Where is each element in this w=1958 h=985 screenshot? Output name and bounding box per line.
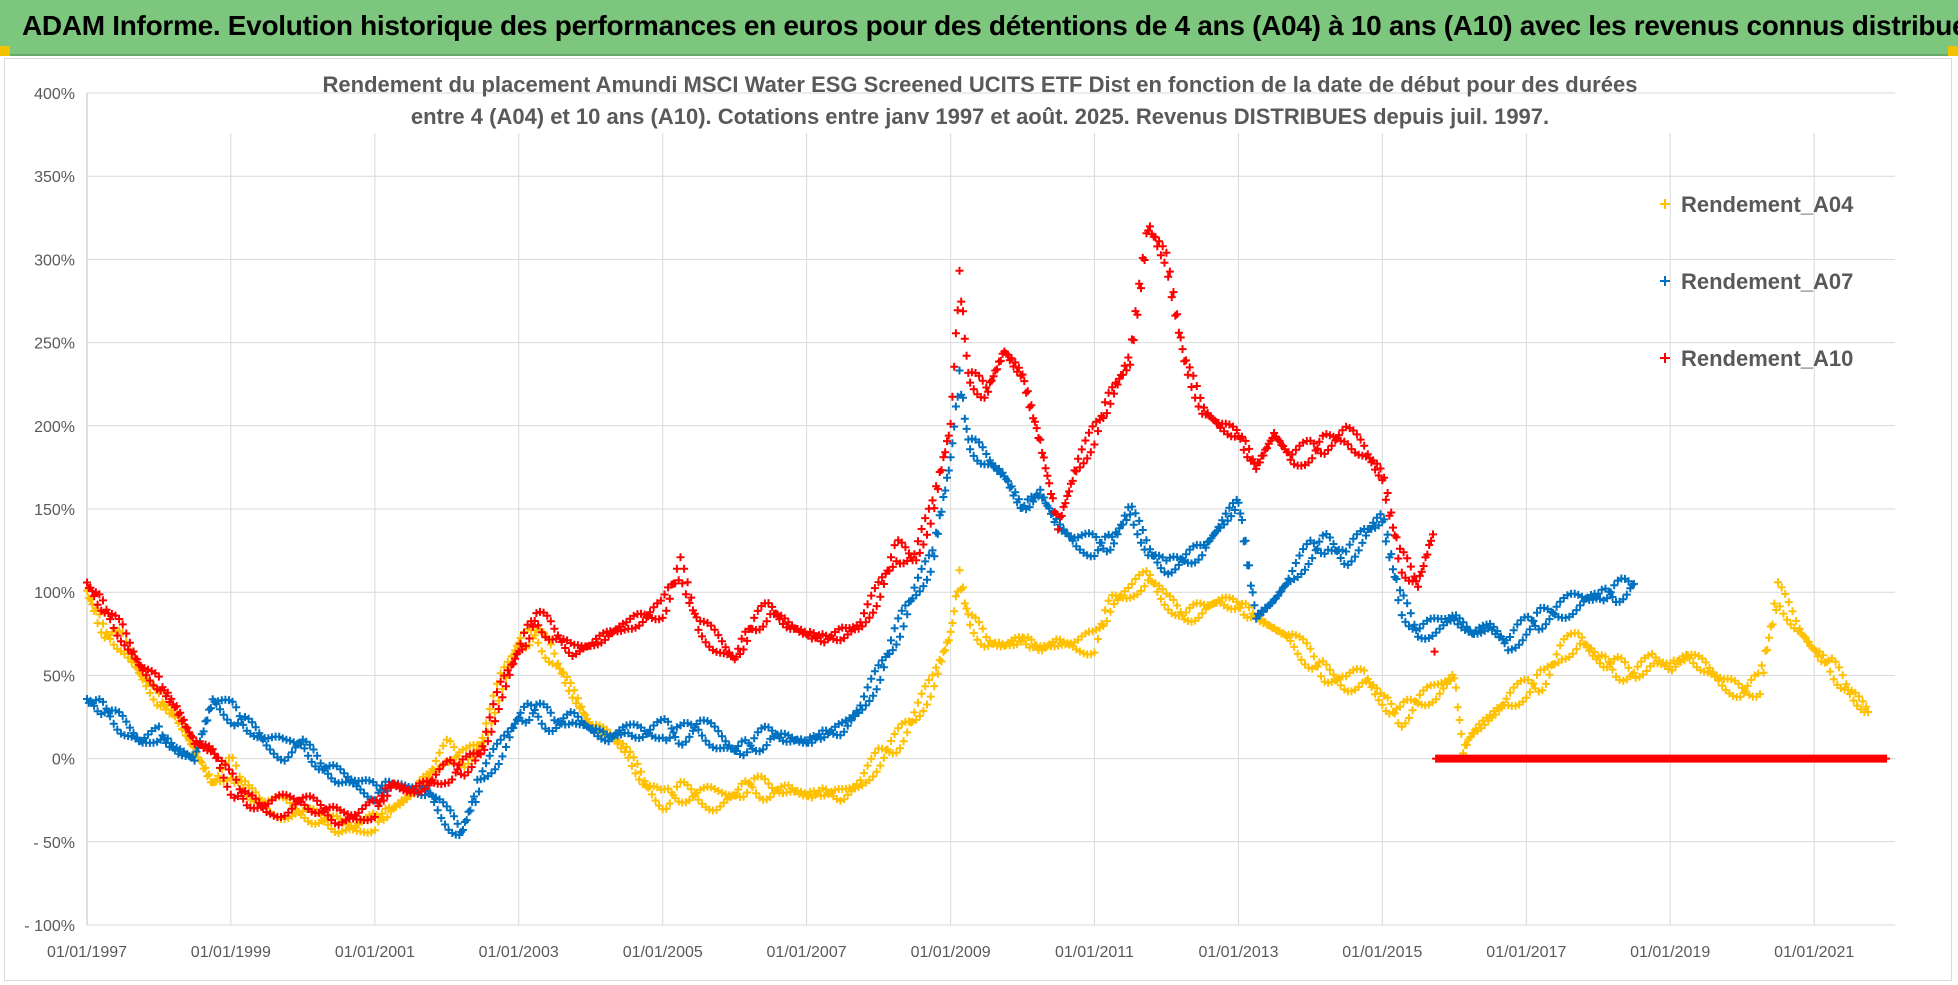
y-tick-label: 200% — [34, 419, 75, 436]
x-tick-label: 01/01/1997 — [47, 944, 127, 961]
y-tick-label: 150% — [34, 502, 75, 519]
series-markers-A10 — [83, 222, 1891, 829]
x-tick-label: 01/01/2005 — [623, 944, 703, 961]
y-tick-label: 50% — [43, 668, 75, 685]
corner-mark — [0, 46, 10, 56]
y-tick-label: 350% — [34, 169, 75, 186]
x-tick-label: 01/01/2003 — [479, 944, 559, 961]
y-tick-label: 300% — [34, 252, 75, 269]
legend-marker-A04 — [1660, 199, 1670, 209]
series-markers — [83, 222, 1891, 839]
legend-label-A10: Rendement_A10 — [1681, 346, 1853, 371]
legend: Rendement_A04 Rendement_A07 Rendement_A10 — [1660, 192, 1854, 371]
y-tick-label: 0% — [52, 752, 75, 769]
header-banner: ADAM Informe. Evolution historique des p… — [0, 0, 1958, 56]
x-tick-label: 01/01/2009 — [911, 944, 991, 961]
y-tick-label: 100% — [34, 585, 75, 602]
series-markers-A04 — [83, 566, 1872, 838]
x-tick-label: 01/01/2015 — [1342, 944, 1422, 961]
y-tick-label: 250% — [34, 336, 75, 353]
series-A04 — [83, 566, 1872, 838]
chart-title: Rendement du placement Amundi MSCI Water… — [323, 72, 1638, 129]
legend-label-A04: Rendement_A04 — [1681, 192, 1854, 217]
x-tick-label: 01/01/2013 — [1198, 944, 1278, 961]
gridlines — [86, 92, 1895, 926]
chart-area: - 100% - 50% 0% 50% 100% 150% 200% 250% 300% 350%… — [4, 58, 1952, 981]
chart-title-line-2: entre 4 (A04) et 10 ans (A10). Cotations… — [411, 104, 1549, 129]
x-tick-label: 01/01/2019 — [1630, 944, 1710, 961]
legend-label-A07: Rendement_A07 — [1681, 269, 1853, 294]
legend-marker-A10 — [1660, 353, 1670, 363]
x-tick-label: 01/01/2007 — [767, 944, 847, 961]
x-tick-label: 01/01/2017 — [1486, 944, 1566, 961]
series-markers-A07 — [83, 366, 1638, 839]
x-tick-label: 01/01/2011 — [1055, 944, 1134, 961]
y-tick-label: - 50% — [33, 835, 75, 852]
chart-title-line-1: Rendement du placement Amundi MSCI Water… — [323, 72, 1638, 97]
banner-title: ADAM Informe. Evolution historique des p… — [22, 10, 1958, 41]
x-tick-label: 01/01/2021 — [1774, 944, 1854, 961]
series-A07 — [83, 366, 1638, 839]
legend-marker-A07 — [1660, 276, 1670, 286]
series-A10 — [83, 222, 1891, 829]
y-tick-label: 400% — [34, 86, 75, 103]
corner-mark — [1948, 46, 1958, 56]
x-tick-label: 01/01/2001 — [335, 944, 415, 961]
scatter-chart: - 100% - 50% 0% 50% 100% 150% 200% 250% 300% 350%… — [24, 72, 1895, 961]
y-tick-label: - 100% — [24, 918, 75, 935]
axes: - 100% - 50% 0% 50% 100% 150% 200% 250% 300% 350%… — [24, 86, 1854, 961]
x-tick-label: 01/01/1999 — [191, 944, 271, 961]
